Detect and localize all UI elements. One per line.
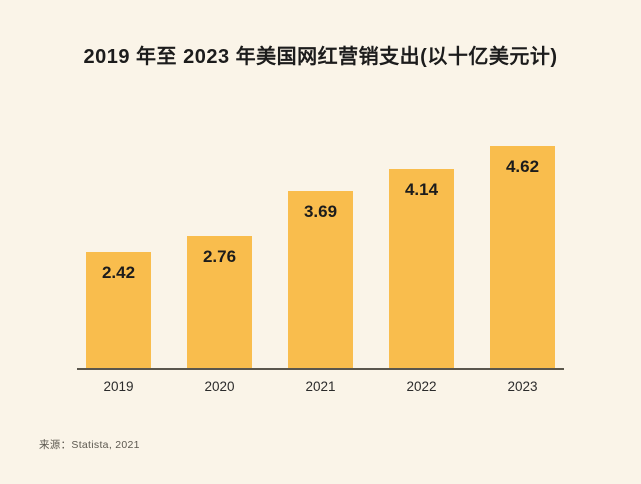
- bar-value-label: 2.76: [202, 247, 237, 266]
- bar-chart: 2.42 2.76 3.69 4.14 4.62: [0, 146, 641, 368]
- x-axis-line: [77, 368, 564, 370]
- bar-2020: 2.76: [187, 236, 252, 368]
- bar-2019: 2.42: [86, 252, 151, 368]
- bar-value-label: 2.42: [101, 263, 136, 282]
- bar-2023: 4.62: [490, 146, 555, 368]
- x-axis-labels: 2019 2020 2021 2022 2023: [0, 379, 641, 394]
- x-axis-label-2022: 2022: [406, 379, 437, 394]
- chart-title: 2019 年至 2023 年美国网红营销支出(以十亿美元计): [83, 46, 558, 68]
- x-axis-label-2019: 2019: [103, 379, 134, 394]
- x-axis-label-2020: 2020: [204, 379, 235, 394]
- bar-value-label: 3.69: [303, 202, 338, 221]
- x-axis-label-2023: 2023: [507, 379, 538, 394]
- source-note: 来源：Statista, 2021: [39, 439, 140, 451]
- bar-2022: 4.14: [389, 169, 454, 368]
- bar-value-label: 4.14: [404, 180, 439, 199]
- x-axis-label-2021: 2021: [305, 379, 336, 394]
- bar-value-label: 4.62: [505, 157, 540, 176]
- bar-2021: 3.69: [288, 191, 353, 368]
